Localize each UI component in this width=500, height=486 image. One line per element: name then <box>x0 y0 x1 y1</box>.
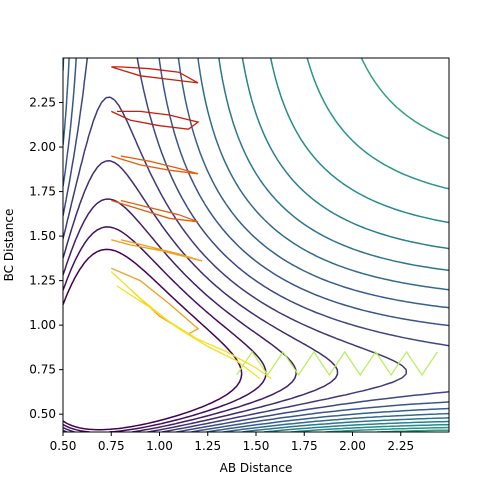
y-tick-label: 1.25 <box>29 274 56 288</box>
contour-line <box>63 198 297 432</box>
x-tick-label: 0.75 <box>98 439 125 453</box>
x-axis-ticks: 0.50 0.75 1.00 1.25 1.50 1.75 2.00 2.25 <box>50 432 414 453</box>
x-tick-label: 2.25 <box>387 439 414 453</box>
y-tick-label: 1.00 <box>29 318 56 332</box>
y-axis-ticks: 0.50 0.75 1.00 1.25 1.50 1.75 2.00 2.25 <box>29 96 63 421</box>
x-axis-label: AB Distance <box>220 461 293 475</box>
trajectory-lines <box>110 66 438 380</box>
contour-line <box>63 160 339 432</box>
x-tick-label: 0.50 <box>50 439 77 453</box>
y-axis-label: BC Distance <box>2 209 16 282</box>
y-tick-label: 0.50 <box>29 407 56 421</box>
x-tick-label: 1.25 <box>194 439 221 453</box>
trajectory-line <box>236 350 438 377</box>
contour-lines <box>63 58 449 432</box>
trajectory-line <box>110 271 272 380</box>
x-tick-label: 1.00 <box>146 439 173 453</box>
y-tick-label: 0.75 <box>29 363 56 377</box>
contour-line <box>63 226 267 432</box>
trajectory-line <box>111 66 199 84</box>
trajectory-line <box>111 267 200 335</box>
x-tick-label: 1.75 <box>291 439 318 453</box>
trajectory-line <box>111 199 199 223</box>
y-tick-label: 2.00 <box>29 140 56 154</box>
x-tick-label: 2.00 <box>339 439 366 453</box>
trajectory-line <box>116 285 261 380</box>
y-tick-label: 1.50 <box>29 229 56 243</box>
x-tick-label: 1.50 <box>243 439 270 453</box>
trajectory-line <box>111 239 203 262</box>
trajectory-line <box>111 155 199 175</box>
plot-area <box>63 58 449 432</box>
trajectory-line <box>111 110 200 130</box>
y-tick-label: 1.75 <box>29 185 56 199</box>
y-tick-label: 2.25 <box>29 96 56 110</box>
